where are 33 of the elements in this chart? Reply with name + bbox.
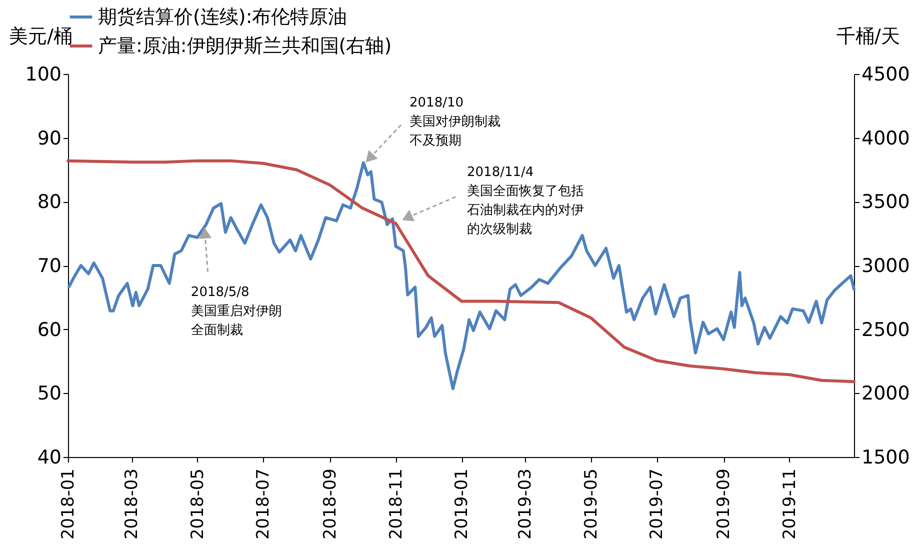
y-tick-label: 60 <box>37 318 62 341</box>
y2-axis-title: 千桶/天 <box>836 26 900 48</box>
y-tick-label: 50 <box>37 382 62 405</box>
y-axis-title: 美元/桶 <box>9 26 72 48</box>
annotation: 2018/5/8美国重启对伊朗全面制裁 <box>190 284 282 338</box>
y2-tick-label: 3500 <box>862 191 910 214</box>
x-tick-label: 2019-01 <box>452 468 472 540</box>
annotation: 2018/10美国对伊朗制裁不及预期 <box>410 95 500 148</box>
x-tick-label: 2019-09 <box>714 468 734 540</box>
x-tick-label: 2018-03 <box>122 468 142 540</box>
y2-tick-label: 1500 <box>862 446 910 468</box>
annotation: 2018/11/4美国全面恢复了包括石油制裁在内的对伊的次级制裁 <box>467 164 584 237</box>
x-tick-label: 2019-07 <box>647 468 668 540</box>
legend-label: 产量:原油:伊朗伊斯兰共和国(右轴) <box>98 35 392 57</box>
y2-tick-label: 2500 <box>862 318 910 341</box>
y2-tick-label: 4000 <box>862 127 910 150</box>
x-tick-label: 2018-07 <box>254 468 274 540</box>
legend-label: 期货结算价(连续):布伦特原油 <box>98 6 348 28</box>
y-tick-label: 80 <box>37 191 62 214</box>
y-tick-label: 90 <box>37 127 62 150</box>
x-tick-label: 2018-09 <box>320 468 340 540</box>
y2-tick-label: 3000 <box>862 255 910 277</box>
y2-tick-label: 2000 <box>862 382 910 405</box>
y2-tick-label: 4500 <box>862 64 910 86</box>
y-tick-label: 100 <box>25 64 62 86</box>
y-tick-label: 40 <box>37 446 62 468</box>
y-tick-label: 70 <box>37 255 62 277</box>
x-tick-label: 2018-05 <box>188 468 208 540</box>
x-tick-label: 2019-11 <box>780 468 800 540</box>
x-tick-label: 2019-05 <box>581 468 602 540</box>
x-tick-label: 2018-01 <box>58 468 78 540</box>
x-tick-label: 2019-03 <box>516 468 536 540</box>
x-tick-label: 2018-11 <box>386 468 406 540</box>
